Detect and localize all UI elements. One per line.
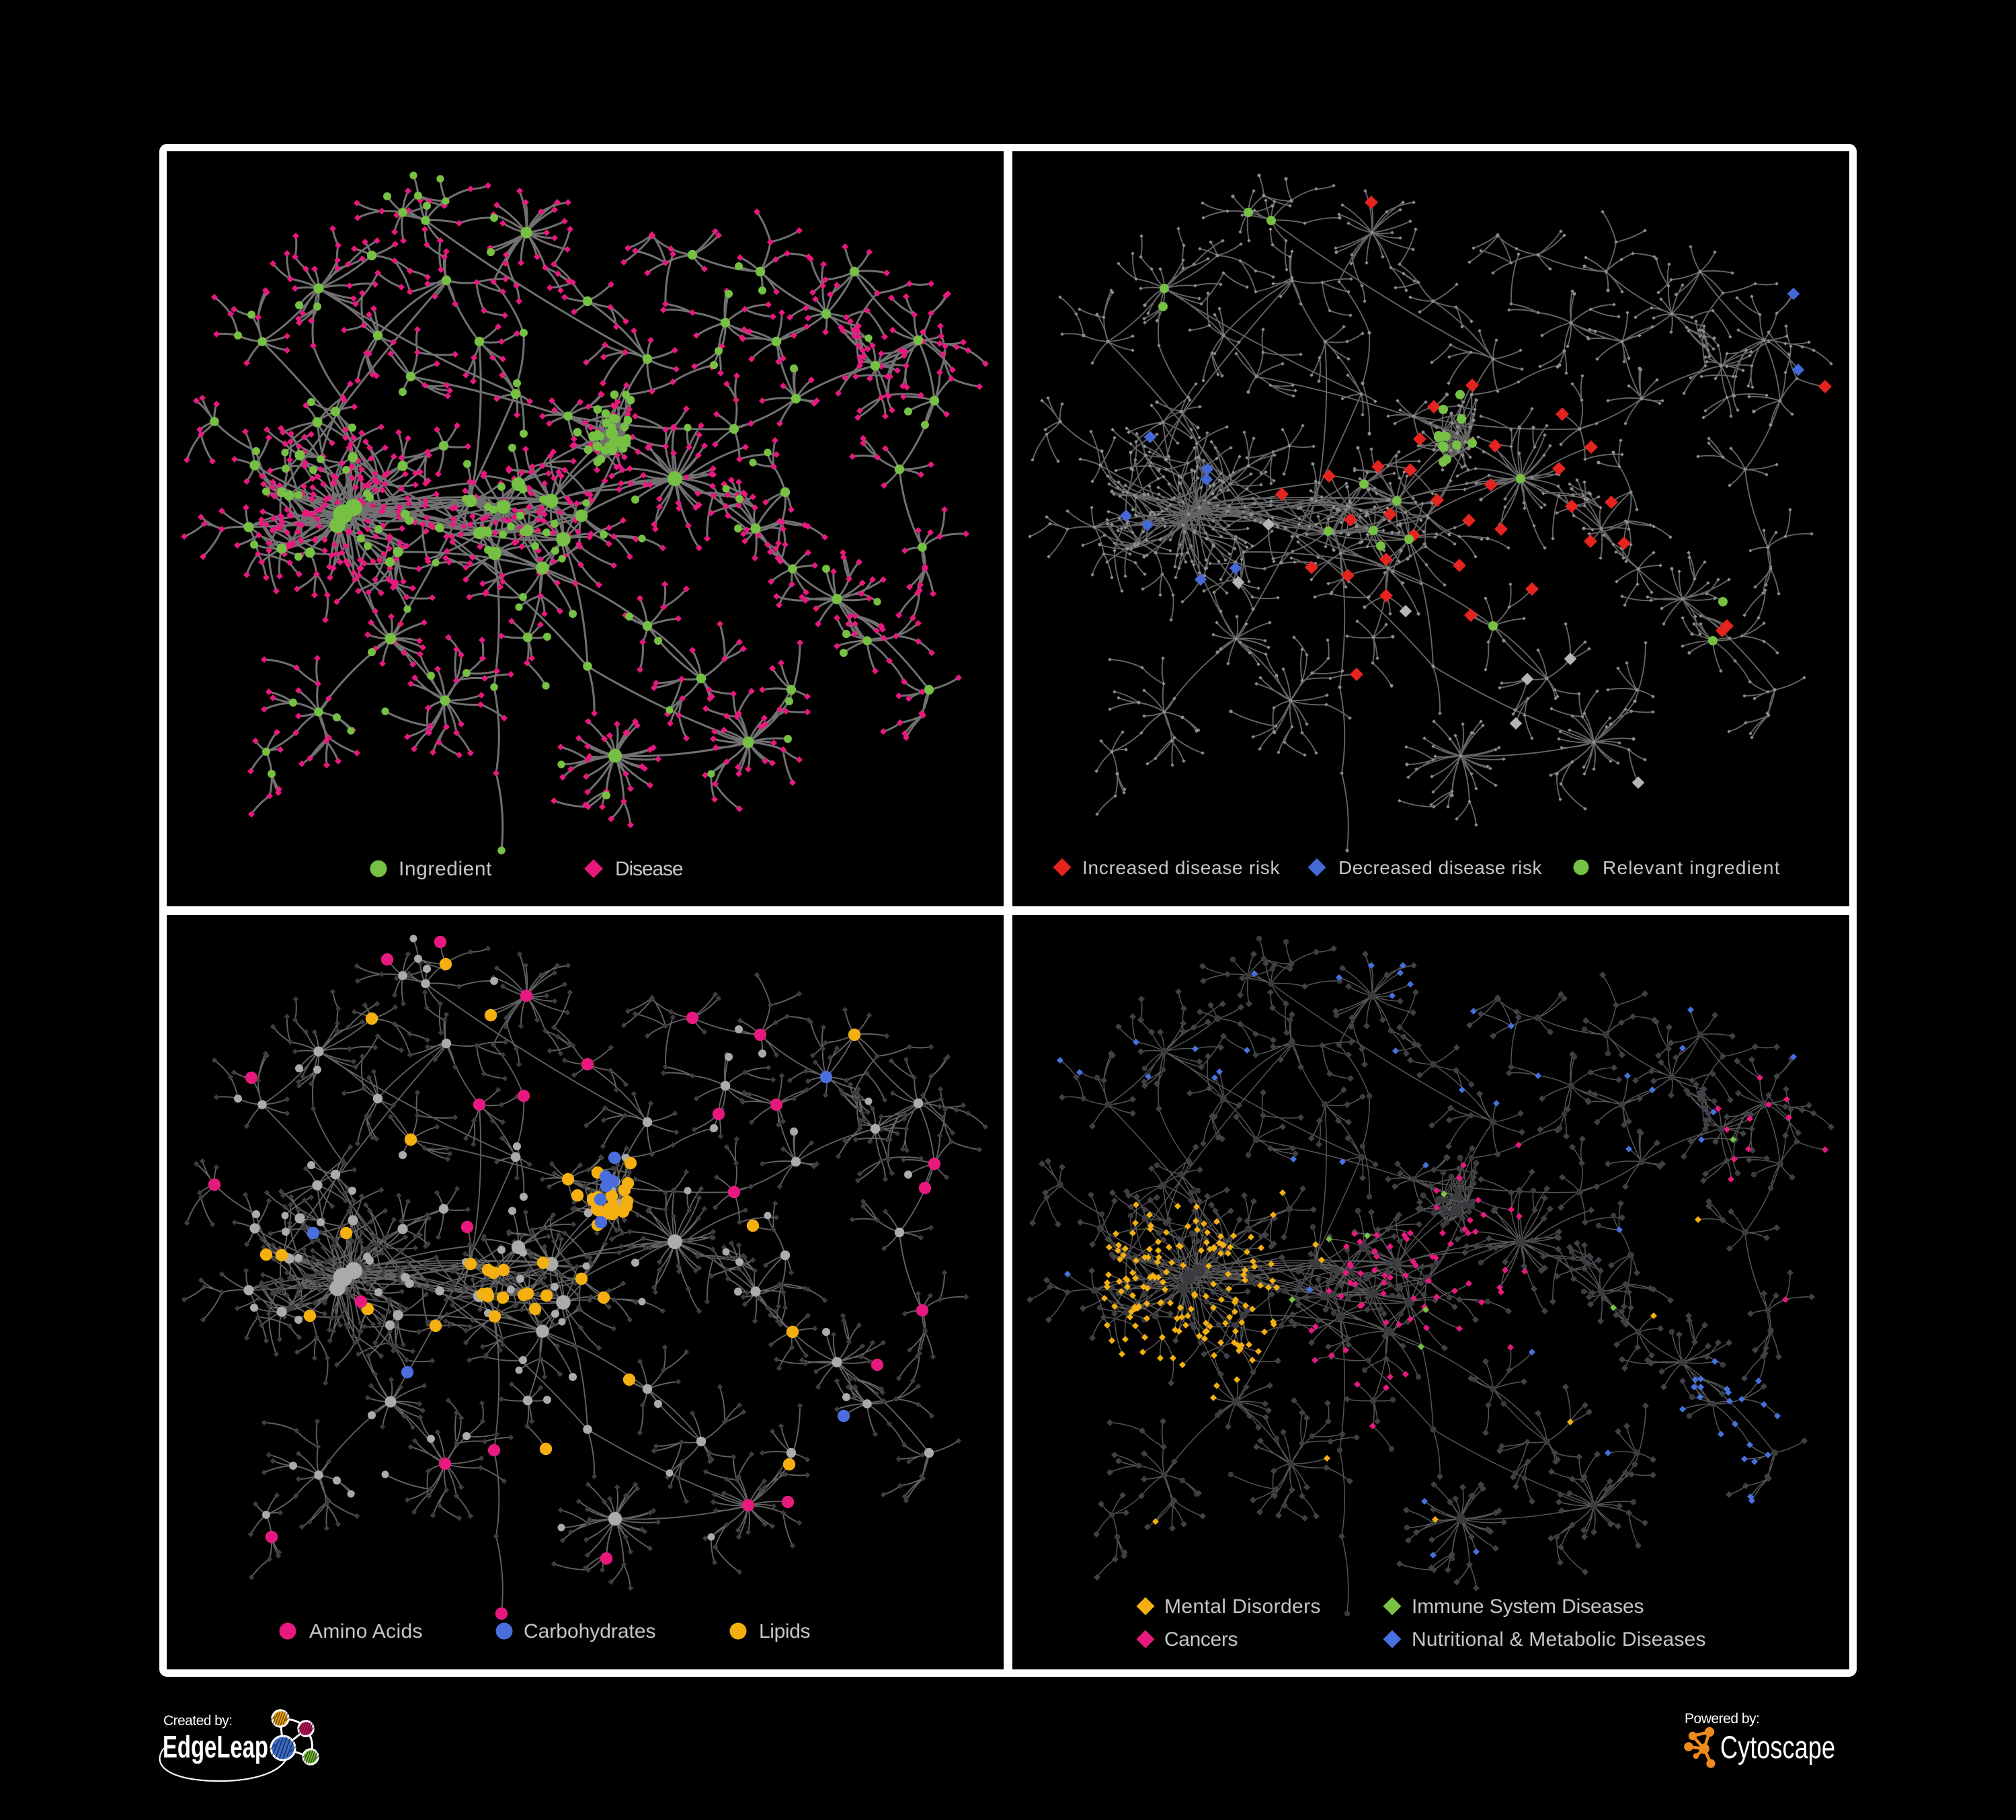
svg-text:Immune System Diseases: Immune System Diseases: [1412, 1595, 1644, 1618]
svg-text:Mental Disorders: Mental Disorders: [1164, 1595, 1321, 1618]
svg-text:Created by:: Created by:: [163, 1713, 233, 1729]
svg-text:Nutritional & Metabolic Diseas: Nutritional & Metabolic Diseases: [1412, 1628, 1706, 1651]
svg-text:Disease: Disease: [615, 858, 684, 880]
svg-text:Relevant ingredient: Relevant ingredient: [1603, 857, 1780, 878]
svg-text:Amino Acids: Amino Acids: [309, 1620, 423, 1643]
svg-text:Carbohydrates: Carbohydrates: [524, 1620, 656, 1643]
svg-text:Increased disease risk: Increased disease risk: [1082, 857, 1281, 878]
svg-text:Cytoscape: Cytoscape: [1720, 1729, 1835, 1765]
svg-text:Powered by:: Powered by:: [1685, 1711, 1760, 1727]
svg-text:Lipids: Lipids: [759, 1620, 811, 1643]
svg-text:Ingredient: Ingredient: [399, 858, 492, 880]
svg-text:Cancers: Cancers: [1164, 1628, 1238, 1651]
svg-text:Decreased disease risk: Decreased disease risk: [1338, 857, 1543, 878]
svg-text:EdgeLeap: EdgeLeap: [163, 1729, 268, 1764]
